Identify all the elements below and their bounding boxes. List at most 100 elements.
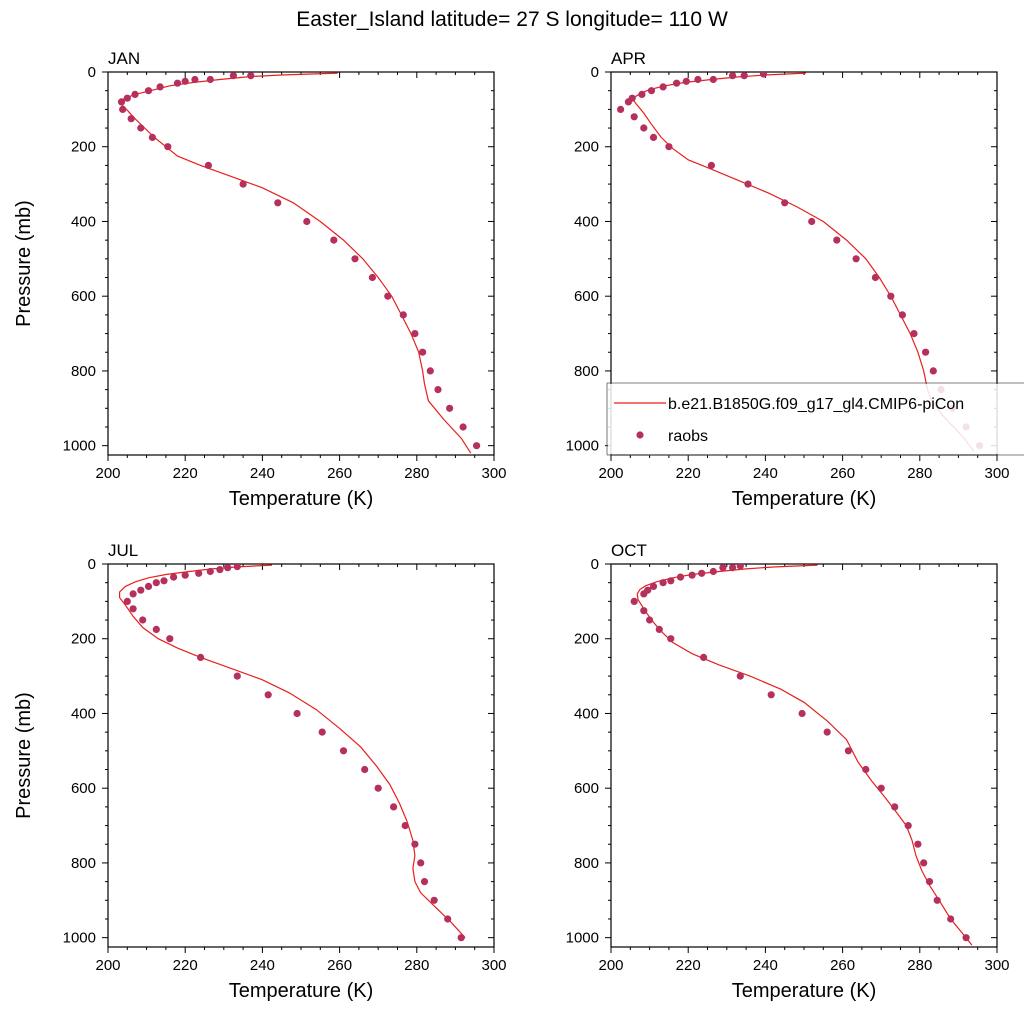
raobs-point bbox=[374, 784, 382, 792]
panel-title: APR bbox=[611, 49, 646, 68]
raobs-point bbox=[933, 896, 941, 904]
x-tick-label: 260 bbox=[327, 465, 352, 482]
raobs-point bbox=[224, 564, 232, 572]
raobs-point bbox=[682, 77, 690, 85]
y-axis-label: Pressure (mb) bbox=[13, 200, 35, 327]
raobs-point bbox=[962, 934, 970, 942]
y-tick-label: 0 bbox=[591, 556, 599, 573]
legend-marker-swatch bbox=[636, 431, 644, 439]
raobs-point bbox=[781, 199, 789, 207]
raobs-point bbox=[759, 72, 768, 78]
raobs-point bbox=[384, 292, 392, 300]
legend-marker-label: raobs bbox=[668, 428, 708, 445]
raobs-point bbox=[137, 586, 145, 594]
raobs-point bbox=[698, 569, 706, 577]
raobs-point bbox=[239, 180, 247, 188]
raobs-point bbox=[729, 72, 737, 80]
panel-title: JAN bbox=[108, 49, 140, 68]
raobs-point bbox=[709, 75, 717, 84]
y-tick-label: 0 bbox=[591, 64, 599, 81]
x-tick-label: 200 bbox=[95, 957, 120, 974]
y-tick-label: 200 bbox=[574, 139, 599, 156]
raobs-point bbox=[156, 83, 164, 91]
raobs-point bbox=[446, 404, 454, 412]
raobs-point bbox=[736, 672, 744, 680]
raobs-point bbox=[808, 217, 816, 226]
raobs-point bbox=[891, 803, 899, 811]
raobs-point bbox=[330, 236, 338, 244]
raobs-point bbox=[197, 653, 205, 662]
raobs-point bbox=[148, 133, 156, 141]
raobs-point bbox=[798, 709, 806, 718]
raobs-point bbox=[877, 784, 885, 792]
plot-area bbox=[630, 564, 973, 946]
x-tick-label: 220 bbox=[173, 465, 198, 482]
raobs-point bbox=[264, 691, 272, 699]
raobs-point bbox=[204, 161, 212, 169]
raobs-point bbox=[640, 124, 648, 132]
y-tick-label: 600 bbox=[71, 780, 96, 797]
raobs-point bbox=[673, 79, 681, 87]
raobs-point bbox=[233, 672, 241, 680]
raobs-point bbox=[914, 840, 922, 848]
raobs-point bbox=[206, 75, 214, 84]
x-tick-label: 280 bbox=[404, 465, 429, 482]
raobs-point bbox=[457, 934, 465, 942]
raobs-point bbox=[339, 747, 348, 755]
model-line-series bbox=[632, 72, 975, 452]
x-tick-label: 200 bbox=[95, 465, 120, 482]
raobs-point bbox=[473, 442, 481, 450]
x-tick-label: 220 bbox=[676, 465, 701, 482]
raobs-point bbox=[401, 822, 409, 830]
plot-area bbox=[119, 564, 466, 942]
raobs-point bbox=[667, 577, 675, 585]
raobs-point bbox=[119, 105, 127, 113]
panel-jul: JUL 200 220 240 260 280 300 0 200 400 600 800 1000 Te… bbox=[13, 541, 507, 1002]
y-tick-label: 800 bbox=[71, 363, 96, 380]
raobs-point bbox=[887, 292, 895, 300]
raobs-point bbox=[740, 72, 748, 80]
raobs-point bbox=[667, 635, 675, 643]
legend: b.e21.B1850G.f09_g17_gl4.CMIP6-piConraob… bbox=[606, 382, 1024, 456]
raobs-point bbox=[164, 143, 172, 151]
raobs-point bbox=[649, 582, 658, 591]
y-tick-label: 200 bbox=[71, 139, 96, 156]
raobs-point bbox=[123, 94, 131, 102]
x-tick-label: 280 bbox=[907, 465, 932, 482]
raobs-point bbox=[459, 423, 467, 431]
raobs-point bbox=[910, 330, 918, 338]
raobs-point bbox=[399, 311, 407, 319]
raobs-point bbox=[123, 597, 131, 606]
raobs-point bbox=[195, 569, 203, 577]
x-tick-label: 280 bbox=[404, 957, 429, 974]
raobs-point bbox=[640, 590, 648, 598]
raobs-point bbox=[707, 161, 716, 169]
raobs-point bbox=[852, 255, 860, 263]
raobs-point bbox=[922, 348, 930, 356]
raobs-point bbox=[216, 566, 224, 574]
raobs-point bbox=[181, 77, 189, 85]
raobs-point bbox=[368, 273, 376, 282]
raobs-point bbox=[647, 87, 656, 95]
x-tick-label: 200 bbox=[598, 465, 623, 482]
raobs-point bbox=[361, 765, 369, 774]
raobs-point bbox=[233, 564, 241, 571]
y-tick-label: 600 bbox=[71, 288, 96, 305]
y-tick-label: 600 bbox=[574, 288, 599, 305]
raobs-point bbox=[929, 367, 937, 375]
x-axis-label: Temperature (K) bbox=[732, 980, 877, 1002]
raobs-point bbox=[417, 859, 425, 867]
raobs-point bbox=[688, 571, 696, 579]
raobs-point bbox=[173, 79, 182, 87]
x-tick-label: 240 bbox=[753, 957, 778, 974]
raobs-point bbox=[181, 571, 189, 579]
raobs-point bbox=[411, 840, 419, 848]
raobs-point bbox=[170, 573, 178, 581]
y-tick-label: 1000 bbox=[566, 438, 599, 455]
x-axis-label: Temperature (K) bbox=[229, 488, 374, 510]
y-tick-label: 1000 bbox=[63, 438, 96, 455]
x-axis-label: Temperature (K) bbox=[229, 980, 374, 1002]
raobs-point bbox=[665, 143, 673, 151]
raobs-point bbox=[426, 367, 434, 375]
